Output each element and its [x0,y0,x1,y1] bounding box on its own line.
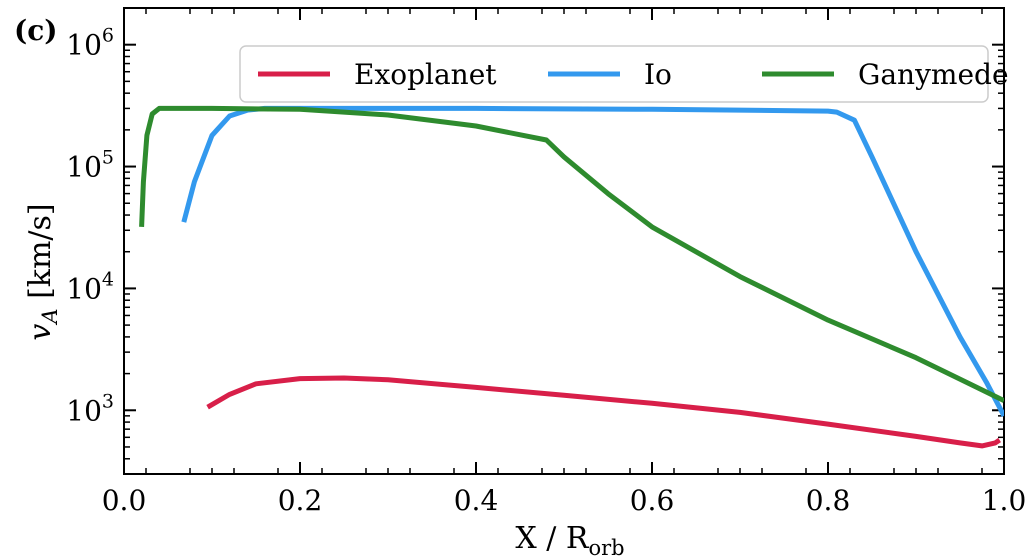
x-tick-label: 0.4 [454,484,499,517]
y-axis-label-unit: [km/s] [23,203,58,308]
ticks [123,7,1005,475]
x-axis-label-sub: orb [589,536,625,559]
x-tick-label: 0.0 [102,484,147,517]
series-line-ganymede [139,105,1004,403]
legend-label-io: Io [644,58,672,91]
x-axis-label: X / Rorb [515,521,624,559]
x-tick-label: 0.6 [630,484,675,517]
series-line-exoplanet [206,375,1001,449]
y-axis-label-sub: A [38,308,62,325]
tick-labels: 0.0 0.2 0.4 0.6 0.8 1.0 103 104 105 106 [66,25,1026,517]
legend: Exoplanet Io Ganymede [239,45,1009,103]
y-axis-label: vA [km/s] [23,203,62,340]
y-tick-label: 103 [66,390,114,427]
series-lines [139,105,1004,449]
y-axis-label-main: v [23,324,58,341]
y-tick-label: 105 [66,147,114,184]
panel-label: (c) [14,14,58,47]
series-line-io [181,105,1004,418]
legend-label-ganymede: Ganymede [858,58,1009,91]
x-tick-label: 0.2 [278,484,323,517]
x-axis-label-main: X / R [515,521,590,556]
x-tick-label: 1.0 [982,484,1027,517]
y-tick-label: 106 [66,25,114,62]
y-tick-label: 104 [66,268,114,305]
x-tick-label: 0.8 [806,484,851,517]
legend-label-exoplanet: Exoplanet [354,58,497,91]
